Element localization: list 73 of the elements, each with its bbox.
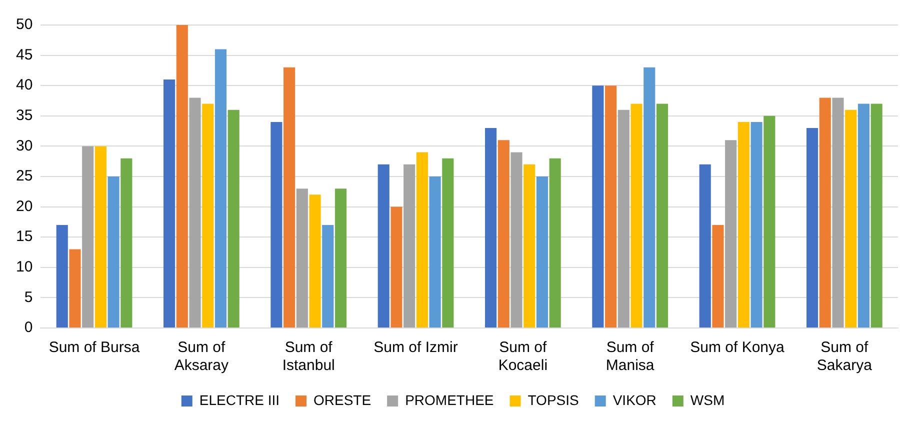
y-tick-label: 5 — [24, 288, 33, 306]
bar — [630, 104, 642, 328]
bar — [592, 86, 604, 328]
bar — [69, 249, 81, 328]
y-tick-label: 50 — [16, 16, 33, 34]
x-tick-label: Sum of Izmir — [374, 339, 458, 356]
bar — [870, 104, 882, 328]
y-tick-label: 25 — [16, 168, 33, 185]
legend-label: ORESTE — [314, 392, 372, 408]
bar — [334, 188, 347, 328]
y-tick-label: 20 — [16, 198, 33, 215]
bar — [228, 110, 240, 328]
bar — [189, 98, 201, 328]
bar — [819, 98, 831, 328]
bar — [378, 164, 390, 328]
bar — [764, 116, 776, 328]
bar — [605, 86, 617, 328]
bar — [750, 122, 762, 328]
bar — [524, 164, 536, 328]
bar — [176, 25, 188, 328]
bar — [656, 104, 668, 328]
x-tick-label: Sum of Istanbul — [282, 339, 335, 374]
bar — [845, 110, 857, 328]
bar — [510, 152, 522, 328]
bar — [322, 224, 334, 328]
bar — [806, 128, 818, 328]
y-tick-label: 45 — [16, 46, 33, 64]
x-tick-label: Sum of Bursa — [48, 339, 140, 356]
bar — [442, 158, 454, 328]
bar — [390, 206, 402, 328]
x-tick-label: Sum of Manisa — [606, 339, 655, 374]
y-tick-label: 0 — [24, 319, 33, 336]
bar — [498, 140, 510, 328]
bar — [416, 152, 428, 328]
bar — [725, 140, 737, 328]
bar — [120, 158, 132, 328]
x-tick-label: Sum of Sakarya — [816, 339, 873, 374]
bar — [536, 176, 548, 328]
legend-label: PROMETHEE — [405, 392, 494, 408]
y-tick-label: 10 — [16, 258, 33, 276]
bar — [618, 110, 630, 328]
bar — [82, 146, 94, 328]
bar — [429, 176, 441, 328]
bar — [284, 67, 296, 328]
bar — [296, 188, 308, 328]
y-tick-label: 35 — [16, 107, 33, 124]
bar — [163, 80, 176, 328]
x-tick-label: Sum of Konya — [690, 339, 786, 356]
bar — [404, 164, 416, 328]
bar — [309, 194, 321, 328]
bar — [832, 98, 844, 328]
legend-label: ELECTRE III — [199, 392, 280, 408]
bar — [549, 158, 561, 328]
bar — [94, 146, 106, 328]
legend-label: VIKOR — [612, 392, 656, 408]
bar — [214, 49, 227, 328]
bar — [270, 122, 282, 328]
bar — [108, 176, 120, 328]
legend-label: WSM — [690, 392, 725, 408]
x-tick-label: Sum of Aksaray — [174, 339, 230, 374]
legend-label: TOPSIS — [528, 392, 579, 408]
bar — [644, 67, 656, 328]
bar — [712, 224, 724, 328]
bar — [484, 128, 497, 328]
bar — [858, 104, 870, 328]
bar — [202, 104, 214, 328]
bar — [56, 224, 68, 328]
y-tick-label: 40 — [16, 76, 33, 94]
bar — [699, 164, 711, 328]
y-tick-label: 30 — [16, 137, 33, 154]
y-tick-label: 15 — [16, 228, 33, 246]
x-tick-label: Sum of Kocaeli — [498, 339, 548, 374]
bar — [738, 122, 750, 328]
